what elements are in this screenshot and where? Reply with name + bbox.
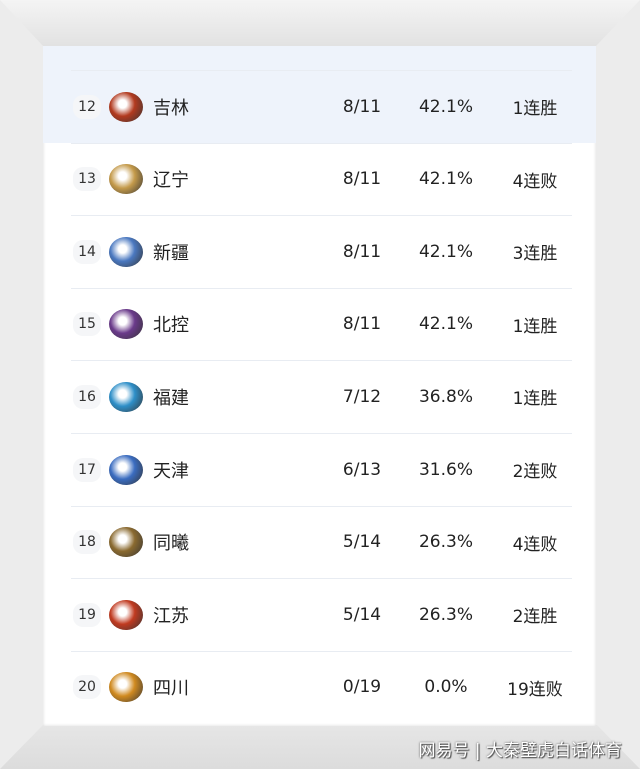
win-pct: 42.1%	[418, 314, 473, 335]
rank: 17	[73, 457, 101, 482]
rank: 15	[73, 312, 101, 337]
team-logo-icon	[109, 527, 143, 558]
win-pct: 26.3%	[418, 532, 473, 553]
win-loss: 5/14	[342, 604, 382, 625]
team-logo-icon	[109, 91, 143, 122]
table-row[interactable]: 14 新疆 8/11 42.1% 3连胜	[43, 215, 596, 288]
win-loss: 0/19	[342, 677, 382, 698]
table-row[interactable]: 16 福建 7/12 36.8% 1连胜	[43, 360, 596, 433]
team-logo-icon	[109, 164, 143, 195]
top-strip	[43, 46, 596, 70]
streak: 19连败	[507, 679, 563, 700]
win-loss: 8/11	[342, 241, 382, 262]
table-row[interactable]: 17 天津 6/13 31.6% 2连败	[43, 433, 596, 506]
streak: 3连胜	[512, 244, 558, 265]
team-logo-icon	[109, 236, 143, 267]
win-pct: 42.1%	[418, 241, 473, 262]
streak: 2连胜	[512, 607, 558, 628]
team-logo-icon	[109, 454, 143, 485]
win-pct: 36.8%	[418, 386, 473, 407]
win-loss: 7/12	[342, 386, 382, 407]
rank: 18	[73, 530, 101, 555]
team-logo-icon	[109, 381, 143, 412]
win-pct: 0.0%	[424, 677, 468, 698]
frame-top	[0, 0, 640, 46]
streak: 4连败	[512, 534, 558, 555]
rank: 12	[73, 94, 101, 119]
win-loss: 8/11	[342, 314, 382, 335]
team-name[interactable]: 同曦	[153, 533, 189, 555]
win-loss: 8/11	[342, 96, 382, 117]
table-row[interactable]: 18 同曦 5/14 26.3% 4连败	[43, 505, 596, 579]
rank: 14	[73, 239, 101, 264]
win-loss: 5/14	[342, 532, 382, 553]
streak: 1连胜	[512, 316, 558, 337]
team-name[interactable]: 辽宁	[153, 170, 189, 192]
team-name[interactable]: 四川	[153, 678, 189, 700]
team-logo-icon	[109, 309, 143, 340]
team-name[interactable]: 吉林	[153, 97, 189, 119]
table-row[interactable]: 19 江苏 5/14 26.3% 2连胜	[43, 578, 596, 651]
rank: 16	[73, 384, 101, 409]
streak: 1连胜	[512, 99, 558, 119]
team-logo-icon	[109, 599, 143, 630]
table-row[interactable]: 13 辽宁 8/11 42.1% 4连败	[43, 142, 596, 216]
win-pct: 42.1%	[418, 169, 473, 190]
table-row[interactable]: 12 吉林 8/11 42.1% 1连胜	[43, 70, 596, 143]
team-name[interactable]: 江苏	[153, 605, 189, 627]
table-row[interactable]: 20 四川 0/19 0.0% 19连败	[43, 650, 596, 724]
rank: 20	[73, 675, 101, 700]
team-name[interactable]: 北控	[153, 315, 189, 337]
watermark: 网易号 | 大秦壁虎白话体育	[418, 741, 622, 761]
rank: 19	[73, 602, 101, 627]
rank: 13	[73, 167, 101, 192]
streak: 4连败	[512, 171, 558, 192]
streak: 1连胜	[512, 389, 558, 410]
win-loss: 8/11	[342, 169, 382, 190]
team-name[interactable]: 天津	[153, 460, 189, 482]
team-name[interactable]: 新疆	[153, 242, 189, 264]
win-pct: 26.3%	[418, 604, 473, 625]
frame-left	[0, 0, 43, 769]
frame-bottom	[0, 725, 640, 769]
win-loss: 6/13	[342, 459, 382, 480]
streak: 2连败	[512, 462, 558, 482]
standings-table: 12 吉林 8/11 42.1% 1连胜 13 辽宁 8/11 42.1% 4连败…	[43, 46, 596, 726]
frame-right	[596, 0, 640, 769]
win-pct: 31.6%	[418, 459, 473, 480]
table-row[interactable]: 15 北控 8/11 42.1% 1连胜	[43, 287, 596, 361]
team-name[interactable]: 福建	[153, 387, 189, 409]
win-pct: 42.1%	[418, 96, 473, 117]
team-logo-icon	[109, 672, 143, 703]
